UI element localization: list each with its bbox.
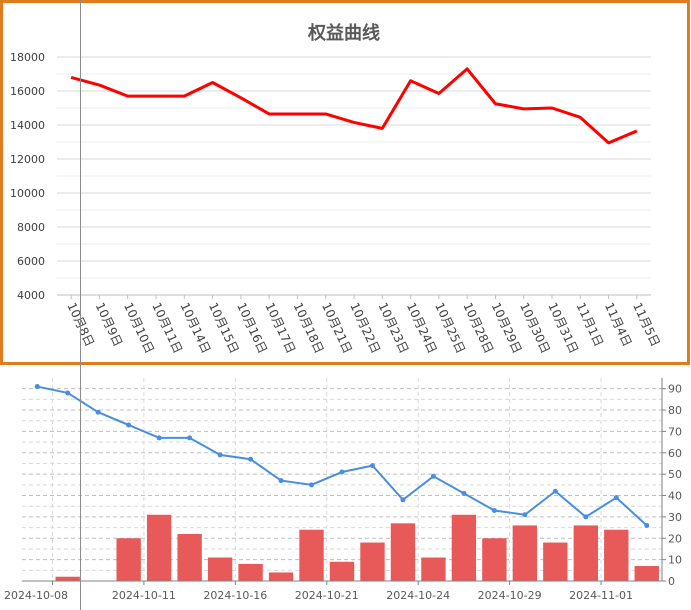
right-y-tick-label: 30 (668, 511, 682, 524)
bar (604, 529, 629, 581)
line-point (34, 384, 40, 390)
bar (268, 572, 294, 581)
line-point (217, 452, 223, 458)
line-point (461, 490, 467, 496)
bar (421, 557, 446, 581)
line-point (613, 495, 619, 501)
x-tick-label: 2024-10-24 (386, 589, 450, 602)
y-tick-label: 18000 (10, 51, 45, 64)
x-tick-label: 2024-10-16 (203, 589, 267, 602)
line-point (187, 435, 193, 441)
x-tick-label: 2024-10-21 (295, 589, 359, 602)
daily-bar-line-chart: 2024-10-08 2024-10-11 2024-10-16 2024-10-21… (0, 366, 691, 610)
x-tick-label: 2024-10-11 (112, 589, 176, 602)
line-point (583, 514, 589, 520)
y-tick-label: 8000 (17, 221, 45, 234)
y-tick-label: 4000 (17, 289, 45, 302)
line-point (95, 409, 101, 415)
bar (238, 563, 263, 581)
line-point (552, 488, 558, 494)
bar (482, 538, 507, 581)
x-tick-label: 2024-10-08 (4, 589, 68, 602)
line-point (430, 473, 436, 479)
chart-border (0, 0, 690, 365)
line-point (278, 478, 284, 484)
bar (390, 523, 416, 581)
bar (329, 561, 355, 581)
line-point (309, 482, 315, 488)
line-point (644, 522, 650, 528)
line-point (522, 512, 528, 518)
bar (207, 557, 233, 581)
line-point (339, 469, 345, 475)
line-point (491, 507, 497, 513)
chart-title: 权益曲线 (307, 22, 380, 44)
bar (451, 514, 477, 581)
bar (299, 529, 324, 581)
line-point (369, 463, 375, 469)
bar (146, 514, 172, 581)
y-tick-label: 12000 (10, 153, 45, 166)
line-point (156, 435, 162, 441)
right-y-tick-label: 70 (668, 425, 682, 438)
bar (512, 525, 538, 581)
right-y-tick-label: 0 (668, 575, 675, 588)
x-tick-label: 2024-11-01 (569, 589, 633, 602)
right-y-tick-label: 60 (668, 447, 682, 460)
x-tick-label: 2024-10-29 (478, 589, 542, 602)
y-tick-label: 14000 (10, 119, 45, 132)
right-y-tick-label: 50 (668, 468, 682, 481)
right-y-tick-label: 90 (668, 383, 682, 396)
line-point (65, 390, 71, 396)
bar (543, 542, 568, 581)
line-point (400, 497, 406, 503)
bar (360, 542, 385, 581)
bar (634, 566, 659, 581)
line-point (248, 456, 254, 462)
right-y-tick-label: 20 (668, 532, 682, 545)
equity-line (70, 67, 638, 145)
y-tick-label: 16000 (10, 85, 45, 98)
right-y-tick-label: 80 (668, 404, 682, 417)
y-tick-label: 6000 (17, 255, 45, 268)
right-y-tick-label: 10 (668, 554, 682, 567)
line-point (126, 422, 132, 428)
crosshair-line (80, 0, 81, 610)
bar (177, 533, 202, 581)
y-tick-label: 10000 (10, 187, 45, 200)
right-y-tick-label: 40 (668, 490, 682, 503)
bar (55, 576, 80, 581)
equity-curve-chart: 权益曲线 4000 6000 8000 10000 12000 14000 16000 180… (0, 0, 690, 365)
bar (573, 525, 598, 581)
bar (116, 538, 141, 581)
